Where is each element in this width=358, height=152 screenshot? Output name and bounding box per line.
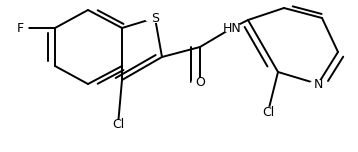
Circle shape	[310, 81, 326, 87]
Text: Cl: Cl	[262, 105, 274, 119]
Circle shape	[107, 120, 129, 130]
Text: F: F	[16, 21, 24, 35]
Text: HN: HN	[223, 21, 241, 35]
Circle shape	[12, 25, 28, 31]
Text: O: O	[195, 76, 205, 88]
Text: S: S	[151, 12, 159, 24]
Circle shape	[145, 14, 165, 22]
Text: Cl: Cl	[112, 119, 124, 131]
Circle shape	[222, 24, 242, 32]
Text: N: N	[313, 78, 323, 90]
Circle shape	[257, 107, 279, 117]
Circle shape	[192, 79, 208, 85]
